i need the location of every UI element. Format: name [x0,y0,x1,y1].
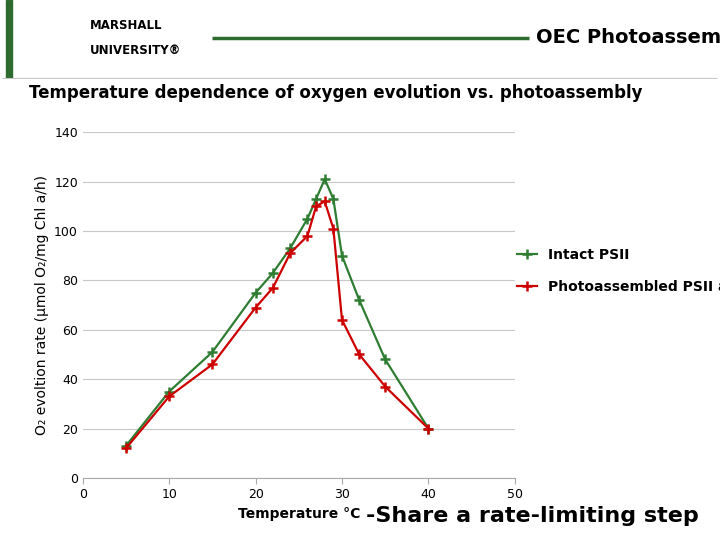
Y-axis label: O₂ evoltion rate (µmol O₂/mg Chl a/h): O₂ evoltion rate (µmol O₂/mg Chl a/h) [35,175,48,435]
Text: MARSHALL: MARSHALL [90,18,163,31]
Text: UNIVERSITY®: UNIVERSITY® [90,44,181,57]
Text: Temperature dependence of oxygen evolution vs. photoassembly: Temperature dependence of oxygen evoluti… [29,84,642,102]
Legend: Intact PSII, Photoassembled PSII at 28°C: Intact PSII, Photoassembled PSII at 28°C [518,247,720,294]
X-axis label: Temperature °C: Temperature °C [238,507,360,521]
Text: OEC Photoassembly: OEC Photoassembly [536,28,720,47]
Bar [6,0,12,78]
Text: -Share a rate-limiting step: -Share a rate-limiting step [366,507,698,526]
